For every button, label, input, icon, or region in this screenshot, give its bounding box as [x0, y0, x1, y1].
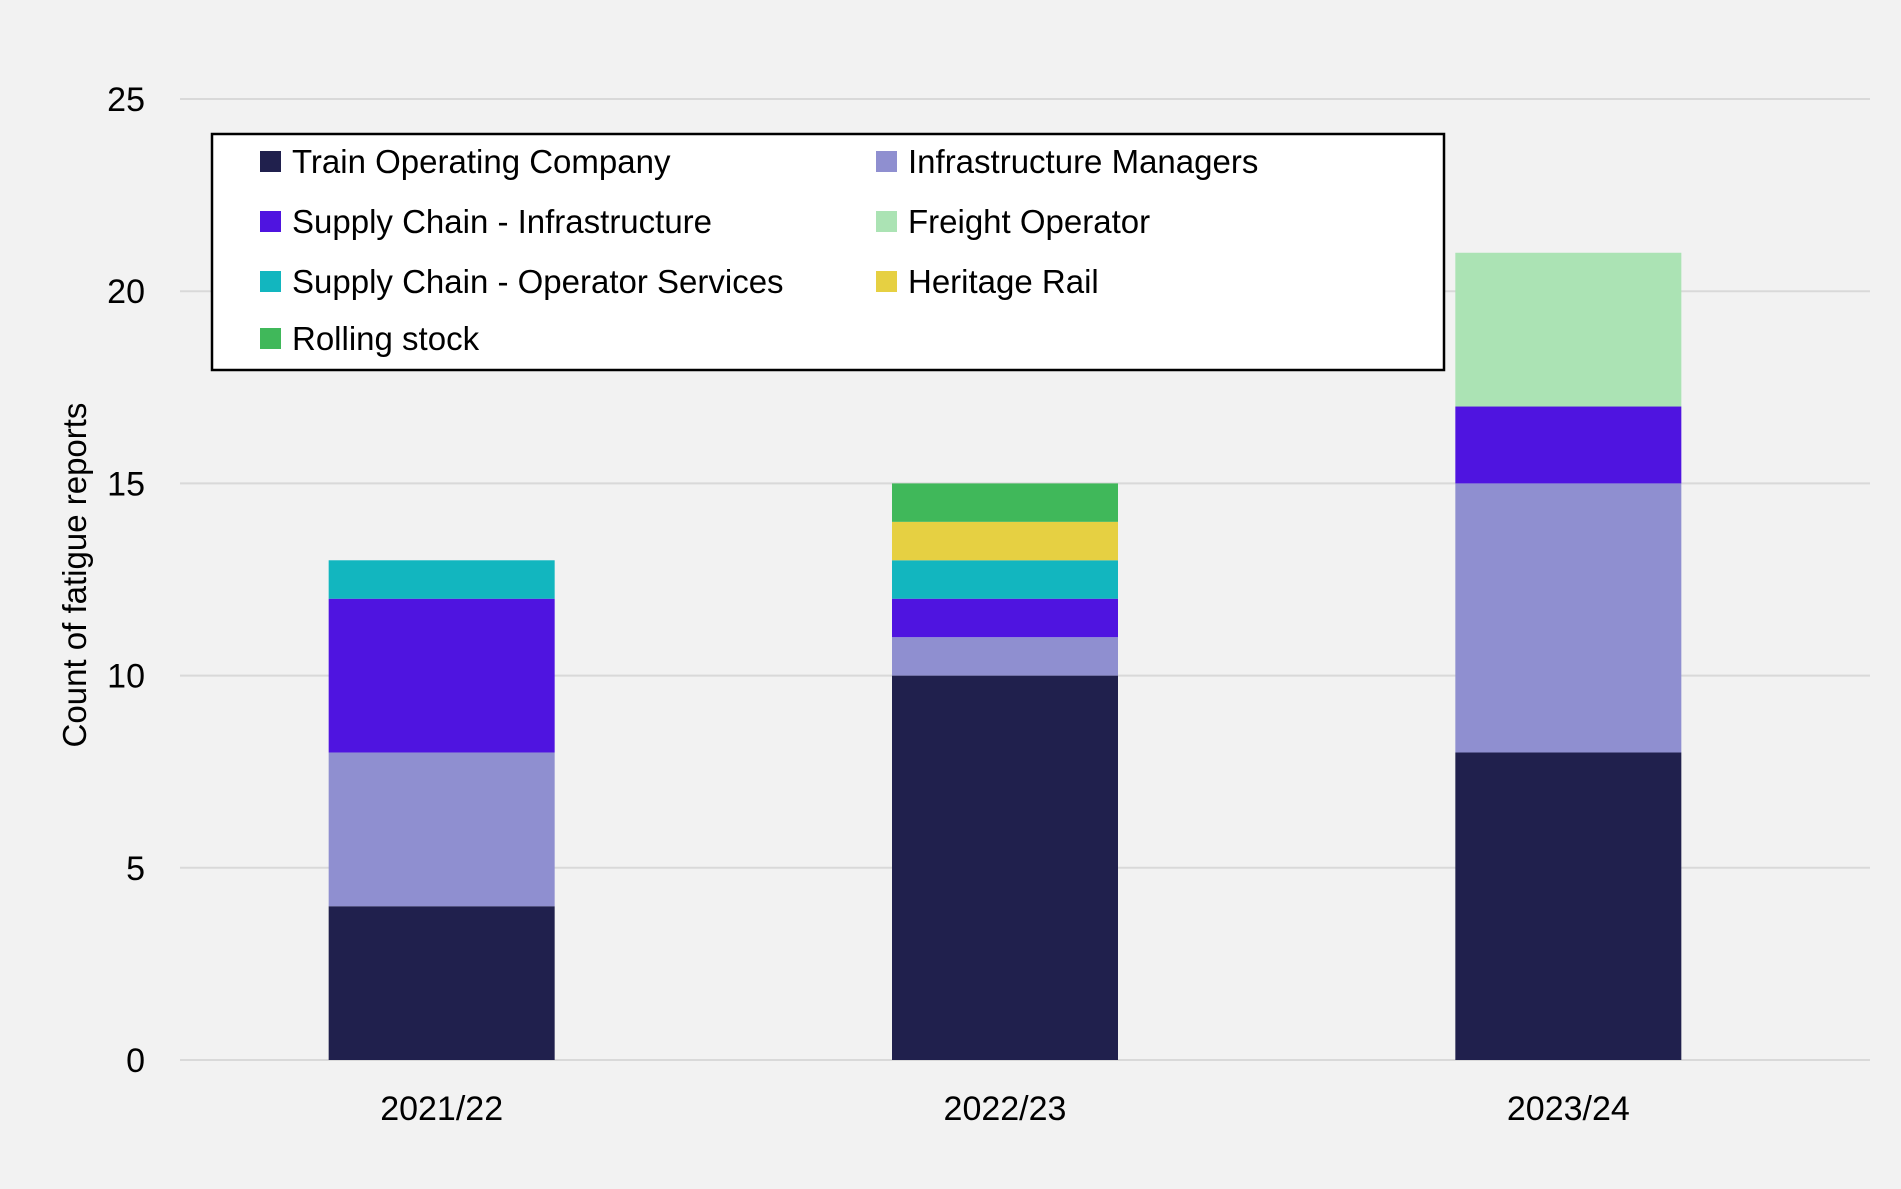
- y-tick-labels: 0 5 10 15 20 25: [107, 81, 145, 1080]
- y-tick-label: 5: [126, 850, 145, 888]
- x-tick-label: 2023/24: [1507, 1090, 1630, 1128]
- legend-swatch: [260, 211, 281, 232]
- y-tick-label: 15: [107, 465, 145, 503]
- bar-segment-infrastructure-managers: [328, 752, 555, 907]
- legend-swatch: [876, 271, 897, 292]
- bar-segment-supply-chain-operator-services: [328, 560, 555, 599]
- y-axis-title: Count of fatigue reports: [56, 403, 93, 748]
- bar-segment-train-operating-company: [328, 906, 555, 1060]
- legend-label: Supply Chain - Infrastructure: [292, 203, 712, 240]
- legend-label: Infrastructure Managers: [908, 143, 1258, 180]
- legend-item-train-operating-company: Train Operating Company: [260, 143, 671, 180]
- bar-segment-supply-chain-infrastructure: [328, 598, 555, 753]
- y-tick-label: 20: [107, 273, 145, 311]
- legend-item-freight-operator: Freight Operator: [876, 203, 1150, 240]
- x-tick-label: 2022/23: [944, 1090, 1067, 1128]
- x-tick-labels: 2021/22 2022/23 2023/24: [380, 1090, 1630, 1128]
- y-tick-label: 25: [107, 81, 145, 119]
- legend-item-rolling-stock: Rolling stock: [260, 320, 480, 357]
- bar-segment-train-operating-company: [1455, 752, 1682, 1060]
- legend-swatch: [260, 328, 281, 349]
- x-tick-label: 2021/22: [380, 1090, 503, 1128]
- bar-segment-train-operating-company: [892, 675, 1118, 1060]
- bar-segment-heritage-rail: [892, 521, 1118, 561]
- bar-stack-2023-24: [1455, 252, 1682, 1060]
- legend-label: Freight Operator: [908, 203, 1150, 240]
- legend-swatch: [876, 211, 897, 232]
- legend: Train Operating Company Infrastructure Ma…: [210, 132, 1446, 372]
- legend-item-heritage-rail: Heritage Rail: [876, 263, 1099, 300]
- bar-segment-infrastructure-managers: [892, 637, 1118, 676]
- legend-box: [210, 132, 1446, 372]
- bar-stack-2021-22: [328, 560, 555, 1060]
- legend-label: Train Operating Company: [292, 143, 671, 180]
- legend-swatch: [260, 151, 281, 172]
- legend-label: Supply Chain - Operator Services: [292, 263, 784, 300]
- y-tick-label: 10: [107, 658, 145, 696]
- bar-segment-infrastructure-managers: [1455, 483, 1682, 753]
- bars: [328, 252, 1682, 1060]
- legend-label: Rolling stock: [292, 320, 480, 357]
- bar-segment-supply-chain-infrastructure: [892, 598, 1118, 638]
- bar-stack-2022-23: [892, 483, 1118, 1060]
- bar-segment-rolling-stock: [892, 483, 1118, 522]
- legend-item-supply-chain-infrastructure: Supply Chain - Infrastructure: [260, 203, 712, 240]
- bar-segment-supply-chain-infrastructure: [1455, 406, 1682, 484]
- legend-label: Heritage Rail: [908, 263, 1099, 300]
- legend-swatch: [876, 151, 897, 172]
- bar-segment-supply-chain-operator-services: [892, 560, 1118, 599]
- legend-item-supply-chain-operator-services: Supply Chain - Operator Services: [260, 263, 784, 300]
- legend-item-infrastructure-managers: Infrastructure Managers: [876, 143, 1258, 180]
- legend-swatch: [260, 271, 281, 292]
- y-tick-label: 0: [126, 1042, 145, 1080]
- bar-segment-freight-operator: [1455, 252, 1682, 407]
